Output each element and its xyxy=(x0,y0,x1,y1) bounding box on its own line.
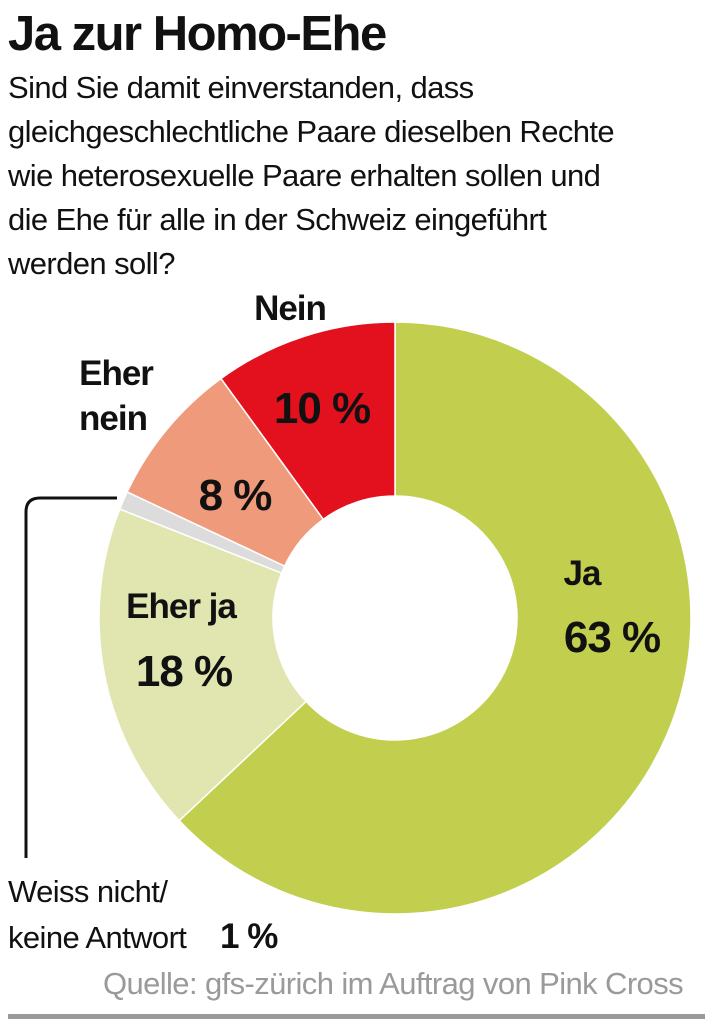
label-nein: Nein xyxy=(254,289,326,328)
slice-ja xyxy=(178,321,692,915)
question-line: werden soll? xyxy=(8,246,175,281)
label-eher-nein-line1: Eher xyxy=(79,354,154,393)
value-eher-nein: 8 % xyxy=(199,471,272,520)
chart-title: Ja zur Homo-Ehe xyxy=(8,7,387,61)
question-line: gleichgeschlechtliche Paare dieselben Re… xyxy=(8,114,615,149)
label-weiss-nicht-line2: keine Antwort xyxy=(8,920,187,955)
survey-question: Sind Sie damit einverstanden, dass gleic… xyxy=(8,66,698,286)
weiss-nicht-leader-line xyxy=(24,496,117,858)
question-line: Sind Sie damit einverstanden, dass xyxy=(8,70,474,105)
slice-nein xyxy=(219,321,396,521)
bottom-divider xyxy=(8,1014,705,1019)
source-credit: Quelle: gfs-zürich im Auftrag von Pink C… xyxy=(102,966,684,1001)
question-line: wie heterosexuelle Paare erhalten sollen… xyxy=(8,158,601,193)
label-eher-ja: Eher ja xyxy=(126,587,237,626)
label-ja: Ja xyxy=(564,554,602,593)
label-eher-nein-line2: nein xyxy=(79,399,147,438)
value-nein: 10 % xyxy=(274,384,370,433)
value-weiss-nicht: 1 % xyxy=(220,917,278,956)
slice-eher-ja xyxy=(98,508,308,822)
question-line: die Ehe für alle in der Schweiz eingefüh… xyxy=(8,202,547,237)
value-eher-ja: 18 % xyxy=(136,647,232,696)
donut-slices xyxy=(98,321,692,915)
label-weiss-nicht-line1: Weiss nicht/ xyxy=(8,874,168,909)
value-ja: 63 % xyxy=(564,613,660,662)
